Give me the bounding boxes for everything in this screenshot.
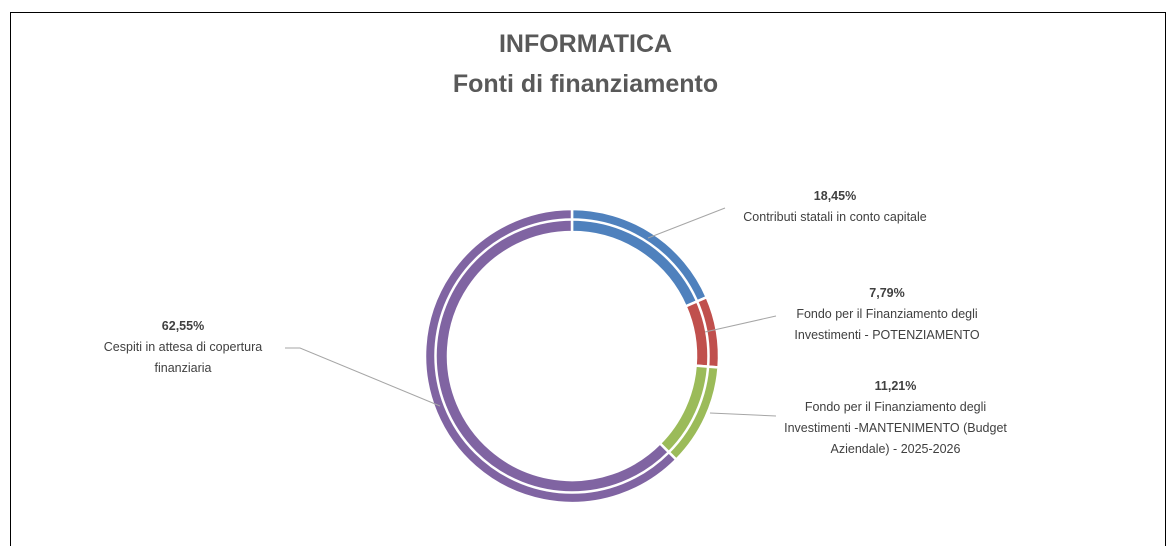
data-label-category: Fondo per il Finanziamento degli Investi… xyxy=(794,307,980,342)
data-label-value: 62,55% xyxy=(161,319,205,333)
data-label: 62,55% Cespiti in attesa di copertura fin… xyxy=(78,316,288,379)
chart-title: INFORMATICA xyxy=(498,30,673,58)
data-label: 7,79% Fondo per il Finanziamento degli In… xyxy=(772,283,1002,346)
donut-slice xyxy=(423,207,679,505)
data-label-value: 18,45% xyxy=(813,189,857,203)
donut-slice xyxy=(658,364,720,462)
data-label-category: Contributi statali in conto capitale xyxy=(743,210,927,224)
donut-slice xyxy=(570,207,709,309)
data-label-category: Fondo per il Finanziamento degli Investi… xyxy=(784,400,1007,456)
ring-separator xyxy=(434,218,710,494)
data-label: 11,21% Fondo per il Finanziamento degli I… xyxy=(783,376,1008,460)
leader-line xyxy=(285,347,441,407)
data-label-value: 7,79% xyxy=(869,286,905,300)
data-label-value: 11,21% xyxy=(874,379,917,393)
leader-line xyxy=(647,207,726,239)
donut-slice xyxy=(684,295,721,369)
data-label-category: Cespiti in attesa di copertura finanziar… xyxy=(103,340,263,375)
leader-line xyxy=(704,315,777,333)
data-label: 18,45% Contributi statali in conto capita… xyxy=(700,186,970,228)
chart-subtitle: Fonti di finanziamento xyxy=(452,70,719,98)
leader-line xyxy=(709,412,777,417)
